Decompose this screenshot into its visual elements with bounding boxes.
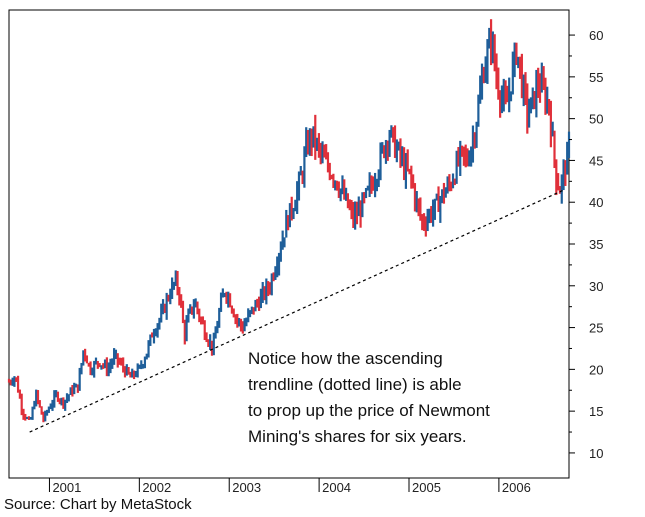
y-tick-label: 60 — [589, 28, 603, 43]
y-tick-label: 25 — [589, 321, 603, 336]
y-tick-label: 50 — [589, 112, 603, 127]
annotation-line-4: Mining's shares for six years. — [248, 427, 467, 446]
x-axis: 2001 2002 2003 2004 2005 2006 — [48, 478, 531, 495]
y-tick-label: 35 — [589, 237, 603, 252]
y-tick-label: 45 — [589, 153, 603, 168]
y-tick-label: 55 — [589, 70, 603, 85]
price-bars — [7, 19, 571, 423]
x-tick-label: 2006 — [502, 480, 531, 495]
chart-source: Source: Chart by MetaStock — [4, 496, 192, 513]
annotation-line-3: to prop up the price of Newmont — [248, 401, 490, 420]
y-tick-label: 30 — [589, 279, 603, 294]
x-tick-label: 2001 — [52, 480, 81, 495]
plot-frame — [8, 9, 570, 479]
y-tick-label: 15 — [589, 404, 603, 419]
x-tick-label: 2002 — [142, 480, 171, 495]
y-tick-label: 20 — [589, 362, 603, 377]
y-tick-label: 40 — [589, 195, 603, 210]
annotation-line-1: Notice how the ascending — [248, 349, 443, 368]
annotation-line-2: trendline (dotted line) is able — [248, 375, 462, 394]
annotation-text: Notice how the ascending trendline (dott… — [248, 349, 490, 446]
y-tick-label: 10 — [589, 446, 603, 461]
y-axis: 10 15 20 25 30 35 40 45 50 55 60 — [569, 28, 603, 461]
x-tick-label: 2003 — [232, 480, 261, 495]
ascending-trendline — [29, 189, 565, 433]
x-tick-label: 2004 — [322, 480, 351, 495]
x-tick-label: 2005 — [412, 480, 441, 495]
